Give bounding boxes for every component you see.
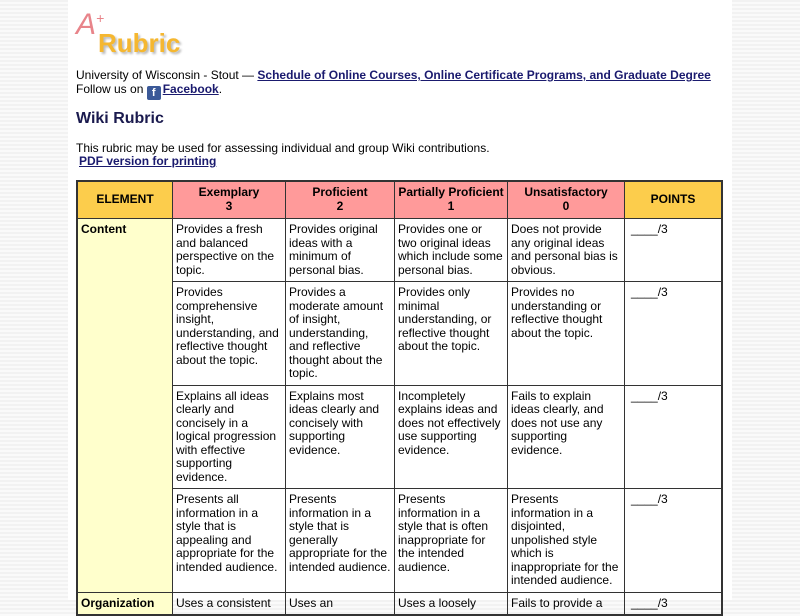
facebook-icon[interactable]: f [146,86,161,100]
criteria-cell: Does not provide any original ideas and … [507,218,625,282]
header-label: Exemplary [198,185,260,199]
criteria-cell: Incompletely explains ideas and does not… [394,384,508,489]
org-name: University of Wisconsin - Stout — [76,68,258,82]
points-cell: ____/3 [624,591,723,616]
criteria-cell: Uses an [285,591,395,616]
logo-mark: A+ [76,8,105,41]
column-header: Unsatisfactory 0 [507,180,625,219]
criteria-cell: Presents all information in a style that… [172,488,286,593]
criteria-cell: Explains all ideas clearly and concisely… [172,384,286,489]
criteria-cell: Presents information in a style that is … [285,488,395,593]
criteria-cell: Presents information in a disjointed, un… [507,488,625,593]
table-row: Content Provides a fresh and balanced per… [76,218,723,593]
table-row: Organization Uses a consistent Uses an Uses… [76,591,723,616]
points-cell: ____/3 [624,281,723,386]
header-label: ELEMENT [96,192,154,207]
column-header: Exemplary 3 [172,180,286,219]
criteria-cell: Uses a consistent [172,591,286,616]
element-cell: Organization [76,591,173,616]
criteria-cell: Explains most ideas clearly and concisel… [285,384,395,489]
follow-line: Follow us on f Facebook. [76,82,222,100]
criteria-cell: Fails to explain ideas clearly, and does… [507,384,625,489]
header-label: POINTS [650,192,696,207]
table-row: Presents all information in a style that… [77,488,723,593]
header-label: Partially Proficient [398,185,504,199]
header-score: 0 [562,198,570,213]
table-row: Provides comprehensive insight, understa… [77,281,723,386]
table-row: Explains all ideas clearly and concisely… [77,384,723,489]
criteria-cell: Presents information in a style that is … [394,488,508,593]
column-header: Partially Proficient 1 [394,180,508,219]
criteria-cell: Provides a moderate amount of insight, u… [285,281,395,386]
criteria-cell: Uses a loosely [394,591,508,616]
points-cell: ____/3 [624,218,723,282]
column-header: ELEMENT [76,180,173,219]
header-score: 2 [336,198,344,213]
points-cell: ____/3 [624,488,723,593]
rubric-table: ELEMENT Exemplary 3 Proficient 2 Partially Pr… [76,180,723,616]
criteria-cell: Provides original ideas with a minimum o… [285,218,395,282]
column-header: POINTS [624,180,723,219]
pdf-link[interactable]: PDF version for printing [79,154,217,168]
schedule-link[interactable]: Schedule of Online Courses, Online Certi… [257,68,711,82]
facebook-link[interactable]: Facebook [162,82,219,96]
criteria-cell: Provides no understanding or reflective … [507,281,625,386]
intro-text: This rubric may be used for assessing in… [76,141,490,155]
criteria-cell: Provides one or two original ideas which… [394,218,508,282]
header-label: Unsatisfactory [524,185,608,199]
follow-text: Follow us on [76,82,147,96]
points-cell: ____/3 [624,384,723,489]
criteria-cell: Provides comprehensive insight, understa… [172,281,286,386]
criteria-cell: Fails to provide a [507,591,625,616]
criteria-cell: Provides a fresh and balanced perspectiv… [172,218,286,282]
criteria-cell: Provides only minimal understanding, or … [394,281,508,386]
header-score: 1 [447,198,455,213]
org-line: University of Wisconsin - Stout — Schedu… [76,68,711,82]
logo-text: Rubric [98,28,181,58]
period: . [218,82,223,96]
element-cell: Content [76,218,173,593]
header-score: 3 [225,198,233,213]
page: A+ Rubric University of Wisconsin - Stou… [68,0,732,616]
header-label: Proficient [312,185,368,199]
rubric-logo: A+ Rubric [76,8,206,58]
page-title: Wiki Rubric [76,110,164,127]
column-header: Proficient 2 [285,180,395,219]
